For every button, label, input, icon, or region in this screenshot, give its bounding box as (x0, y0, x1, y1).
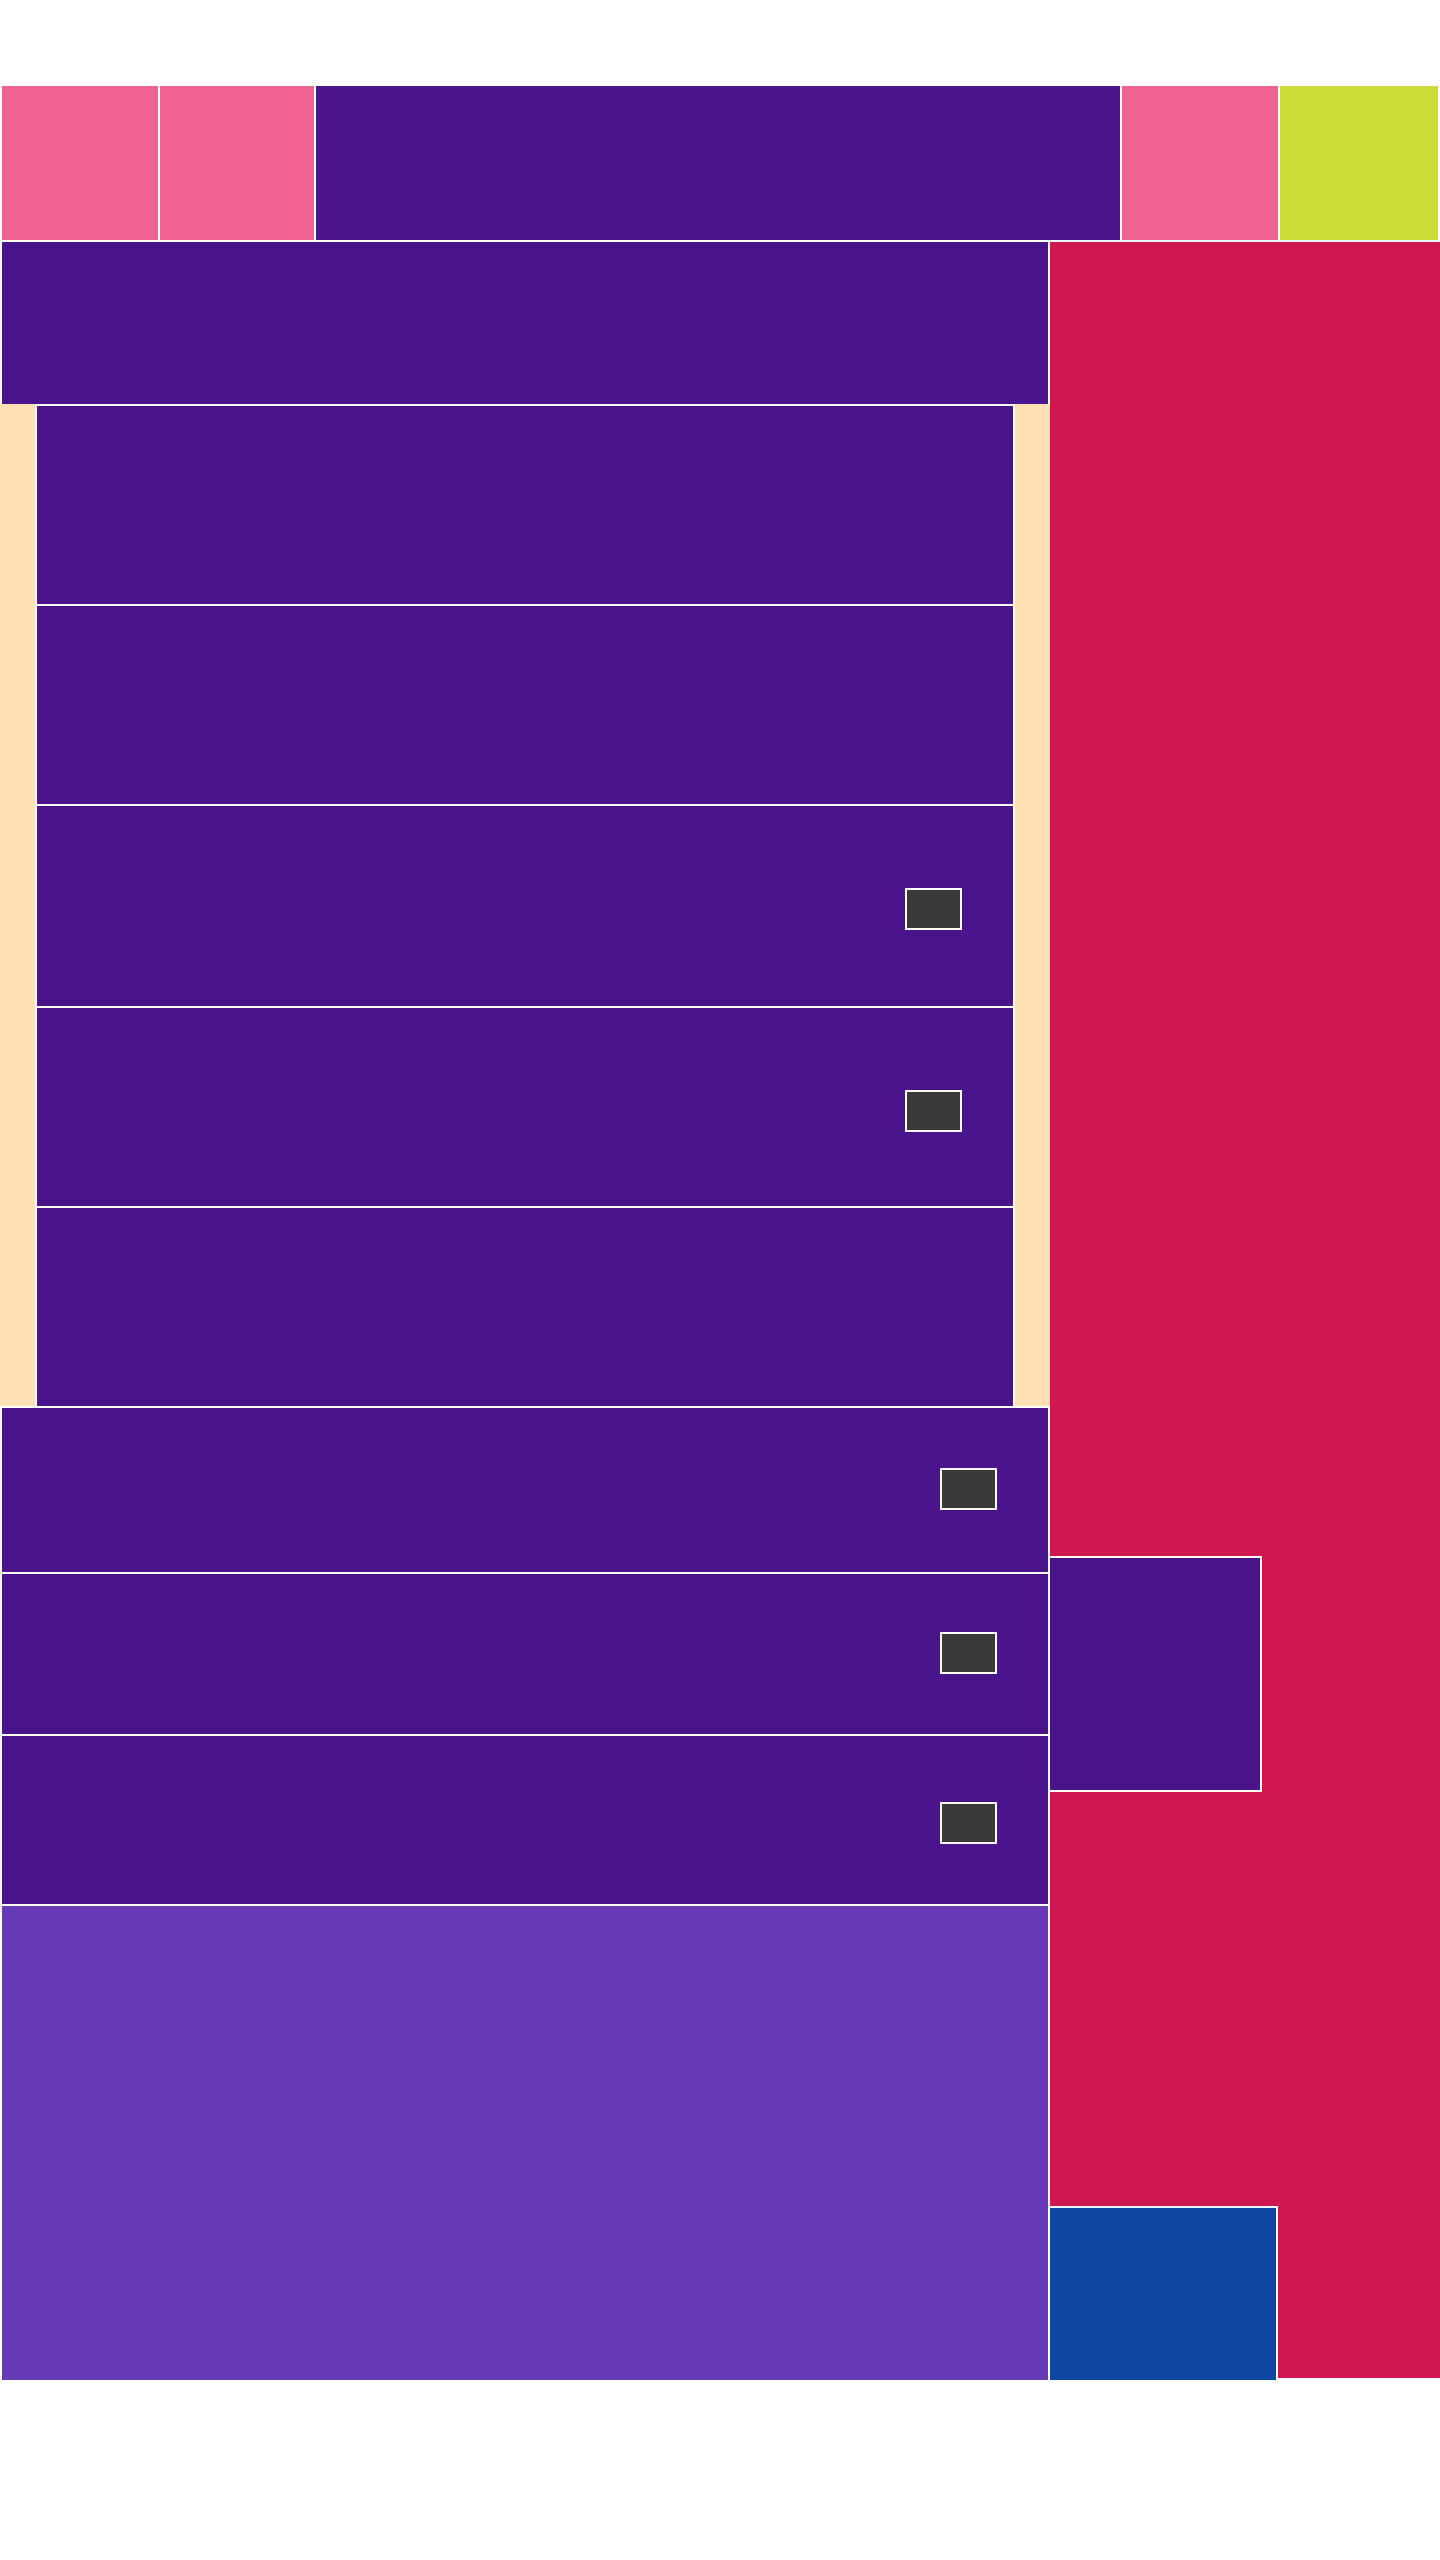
content-footer-panel (0, 1904, 1050, 2382)
toolbar-button-3[interactable] (1120, 84, 1280, 242)
toolbar-title-bar (314, 84, 1122, 242)
table-row[interactable] (0, 1734, 1050, 1906)
row-checkbox[interactable] (905, 888, 962, 930)
row-checkbox[interactable] (940, 1802, 997, 1844)
list-item[interactable] (35, 1006, 1015, 1208)
list-item[interactable] (35, 404, 1015, 606)
list-item[interactable] (35, 1206, 1015, 1410)
side-panel (1048, 242, 1440, 2378)
toolbar-button-4[interactable] (1278, 84, 1440, 242)
row-checkbox[interactable] (940, 1632, 997, 1674)
row-checkbox[interactable] (940, 1468, 997, 1510)
content-header (0, 240, 1050, 406)
toolbar-button-1[interactable] (0, 84, 160, 242)
table-row[interactable] (0, 1572, 1050, 1736)
row-checkbox[interactable] (905, 1090, 962, 1132)
side-panel-action[interactable] (1048, 2206, 1278, 2382)
side-panel-card[interactable] (1048, 1556, 1262, 1792)
toolbar-button-2[interactable] (158, 84, 316, 242)
table-row[interactable] (0, 1406, 1050, 1574)
list-item[interactable] (35, 604, 1015, 806)
list-item[interactable] (35, 804, 1015, 1008)
